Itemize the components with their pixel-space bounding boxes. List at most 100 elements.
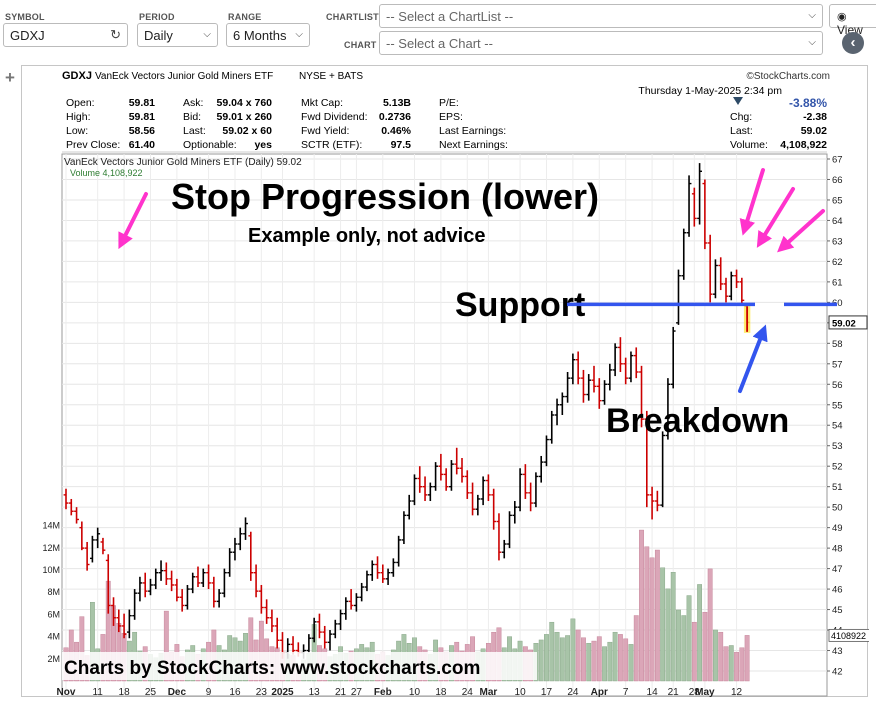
volume-tick-label: 8M — [47, 587, 60, 597]
price-bar — [132, 589, 138, 620]
price-tick-label: 51 — [832, 482, 843, 493]
volume-bar — [596, 636, 602, 682]
volume-bar — [728, 645, 734, 682]
volume-bar — [565, 635, 571, 682]
volume-bar — [660, 567, 666, 682]
stat-label: Fwd Yield: — [301, 125, 349, 137]
price-bars — [63, 163, 751, 659]
volume-bar — [602, 646, 607, 682]
volume-bar — [544, 634, 549, 682]
period-select[interactable]: Daily ⌵ — [137, 23, 218, 47]
stat-value: -2.38 — [803, 111, 827, 123]
price-bar — [686, 175, 692, 237]
stat-label: Low: — [66, 125, 88, 137]
volume-bar — [686, 595, 692, 682]
stat-label: Ask: — [183, 97, 203, 109]
stat-value: 59.01 x 260 — [217, 111, 273, 123]
stat-label: Last Earnings: — [439, 125, 506, 137]
price-tick-label: 43 — [832, 646, 843, 657]
price-tick-label: 62 — [832, 257, 843, 268]
price-tick-label: 46 — [832, 585, 843, 596]
price-bar — [359, 582, 365, 602]
price-bar — [290, 636, 296, 655]
date-tick-label: 25 — [145, 687, 157, 698]
price-bar — [459, 458, 465, 483]
date-tick-label: 24 — [567, 687, 579, 698]
volume-tick-label: 6M — [47, 609, 60, 619]
volume-bar — [723, 646, 729, 682]
volume-bar — [654, 549, 660, 682]
volume-bar — [258, 620, 264, 682]
price-bar — [227, 548, 233, 577]
price-bar — [385, 568, 391, 585]
price-bar — [243, 517, 248, 540]
price-bar — [68, 498, 74, 516]
refresh-icon[interactable]: ↻ — [110, 27, 121, 42]
volume-bar — [697, 584, 703, 682]
price-bar — [681, 228, 687, 280]
chart-select[interactable]: -- Select a Chart -- ⌵ — [379, 31, 823, 55]
price-bar — [90, 535, 95, 563]
view-button[interactable]: ◉ View — [829, 4, 876, 37]
price-bar — [660, 431, 666, 508]
chartlist-placeholder: -- Select a ChartList -- — [386, 9, 514, 24]
symbol-input[interactable]: GDXJ ↻ — [3, 23, 128, 47]
date-tick-label: May — [695, 687, 715, 698]
price-bar — [121, 613, 127, 639]
volume-bar — [607, 641, 613, 682]
back-button[interactable]: ‹ — [842, 32, 864, 54]
price-bar — [570, 353, 576, 385]
price-bar — [628, 351, 634, 383]
stat-label: Volume: — [730, 139, 768, 151]
chart-label: CHART — [344, 40, 377, 50]
chevron-down-icon: ⌵ — [203, 29, 211, 40]
last-price-tag — [828, 315, 868, 330]
eye-icon: ◉ — [837, 11, 847, 23]
price-bar — [728, 271, 734, 301]
stat-label: Bid: — [183, 111, 201, 123]
price-bar — [691, 187, 697, 227]
volume-bar — [639, 529, 644, 682]
stat-label: High: — [66, 111, 91, 123]
chevron-left-icon: ‹ — [850, 34, 856, 51]
price-bar — [380, 564, 386, 583]
price-bar — [111, 597, 116, 626]
date-tick-label: 11 — [92, 687, 103, 698]
price-bar — [169, 570, 174, 592]
last-volume-label: 4108922 — [831, 631, 866, 641]
stat-label: Open: — [66, 97, 95, 109]
price-tick-label: 57 — [832, 359, 843, 370]
price-bar — [633, 347, 639, 379]
quote-stats: Open: 59.81 High: 59.81 Low: 58.56 Prev Close:… — [62, 97, 827, 153]
chart-exchange: NYSE + BATS — [299, 71, 363, 82]
volume-bar — [581, 637, 586, 682]
price-bar — [248, 531, 254, 581]
price-bar — [512, 501, 518, 524]
stat-value: 97.5 — [391, 139, 412, 151]
price-bar — [264, 599, 270, 624]
stop-arrow — [777, 209, 825, 253]
price-bar — [369, 560, 375, 581]
range-select[interactable]: 6 Months ⌵ — [226, 23, 310, 47]
price-bar — [438, 453, 444, 481]
price-bar — [602, 380, 607, 405]
price-bar — [486, 474, 491, 502]
stat-label: Last: — [183, 125, 206, 137]
add-icon[interactable]: + — [5, 68, 15, 87]
price-bar — [84, 541, 90, 571]
stat-value: 59.81 — [129, 97, 155, 109]
annotation-breakdown: Breakdown — [606, 402, 789, 440]
price-tick-label: 49 — [832, 523, 843, 534]
volume-bar — [575, 629, 581, 682]
annotation-support: Support — [455, 286, 585, 324]
price-bar — [581, 369, 586, 403]
stop-arrow — [756, 187, 795, 248]
price-tick-label: 45 — [832, 605, 843, 616]
watermark-backdrop — [62, 652, 537, 680]
volume-bar — [713, 629, 718, 682]
price-bar — [364, 570, 370, 592]
chartlist-select[interactable]: -- Select a ChartList -- ⌵ — [379, 4, 823, 28]
date-tick-label: 13 — [309, 687, 321, 698]
symbol-label: SYMBOL — [5, 12, 45, 22]
stop-arrow — [118, 192, 148, 250]
